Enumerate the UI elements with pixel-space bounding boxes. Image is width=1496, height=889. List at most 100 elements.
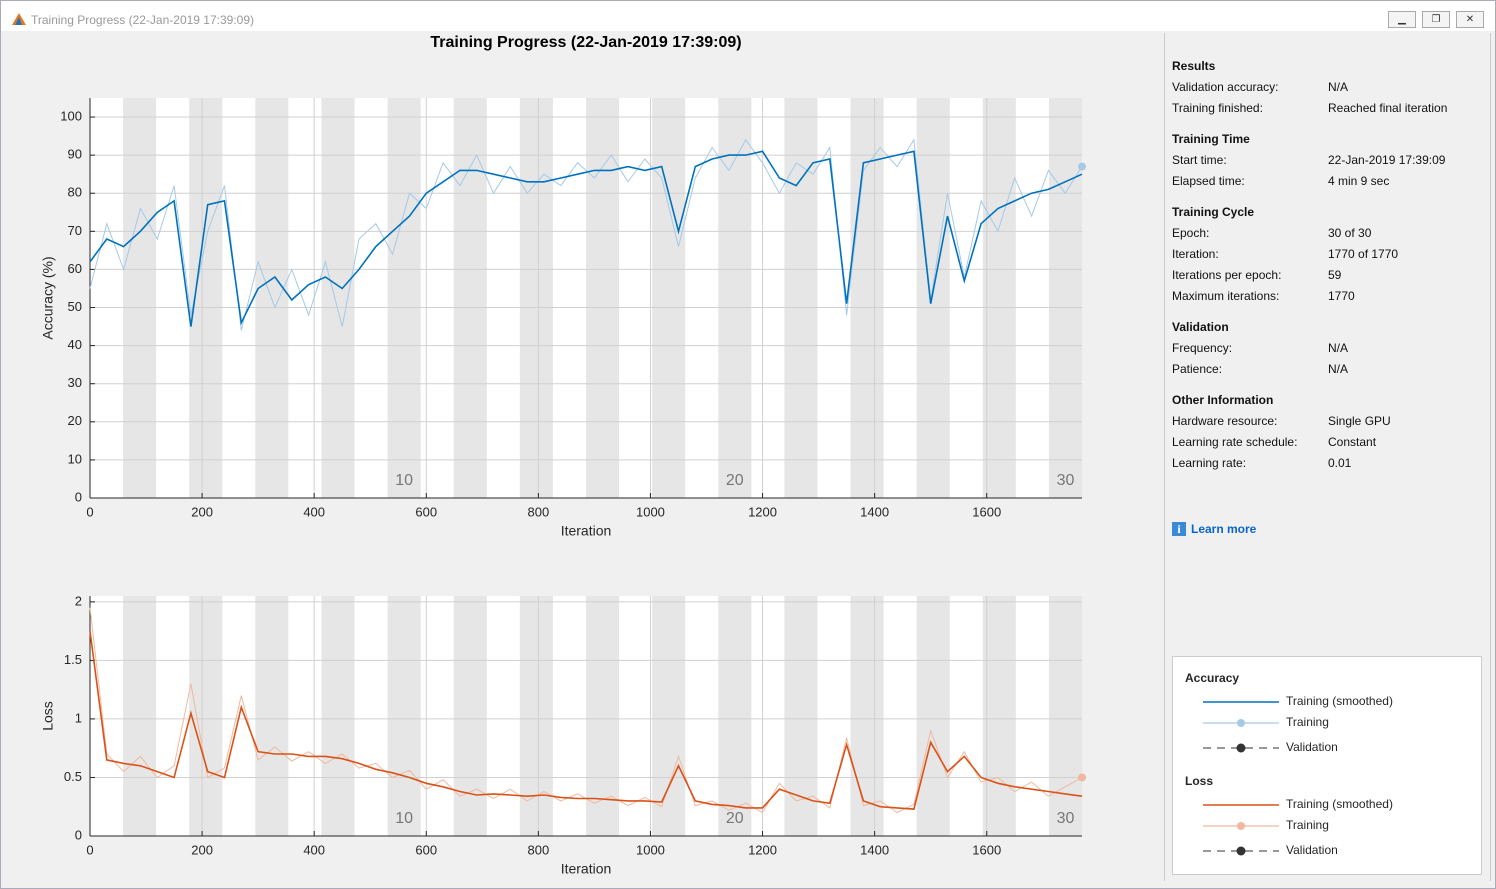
epoch-band xyxy=(718,98,752,498)
legend-entry: Validation xyxy=(1286,843,1338,857)
epoch-label: 10 xyxy=(395,472,413,489)
x-tick-label: 400 xyxy=(303,842,325,857)
epoch-band xyxy=(586,98,620,498)
x-tick-label: 0 xyxy=(86,842,93,857)
epoch-band xyxy=(123,596,157,836)
x-tick-label: 1400 xyxy=(860,504,889,519)
x-tick-label: 600 xyxy=(415,504,437,519)
info-label: Frequency: xyxy=(1172,341,1233,355)
info-label: Start time: xyxy=(1172,153,1227,167)
epoch-label: 30 xyxy=(1057,472,1075,489)
epoch-band xyxy=(453,596,487,836)
window-title: Training Progress (22-Jan-2019 17:39:09) xyxy=(31,13,255,27)
epoch-band xyxy=(1048,596,1082,836)
restore-button[interactable]: ❐ xyxy=(1422,11,1450,28)
info-value: Single GPU xyxy=(1328,414,1391,428)
info-label: Elapsed time: xyxy=(1172,174,1245,188)
y-tick-label: 2 xyxy=(75,593,82,608)
epoch-band xyxy=(916,98,950,498)
info-label: Learning rate: xyxy=(1172,456,1247,470)
epoch-band xyxy=(255,596,289,836)
minimize-button[interactable]: ▁ xyxy=(1388,11,1416,28)
epoch-band xyxy=(387,596,421,836)
info-label: Validation accuracy: xyxy=(1172,80,1279,94)
info-value: Reached final iteration xyxy=(1328,101,1448,115)
legend-box: Accuracy Training (smoothed) Training Valid… xyxy=(1172,656,1482,875)
info-label: Patience: xyxy=(1172,362,1223,376)
legend-marker xyxy=(1236,743,1246,753)
learn-more-link[interactable]: i Learn more xyxy=(1172,522,1256,536)
legend-marker xyxy=(1236,846,1246,856)
y-tick-label: 80 xyxy=(68,185,82,200)
final-point xyxy=(1078,162,1086,171)
x-tick-label: 1000 xyxy=(636,842,665,857)
y-tick-label: 0.5 xyxy=(64,769,82,784)
y-tick-label: 0 xyxy=(75,489,82,504)
y-tick-label: 20 xyxy=(68,413,82,428)
epoch-band xyxy=(718,596,752,836)
epoch-label: 20 xyxy=(726,472,744,489)
epoch-band xyxy=(916,596,950,836)
y-tick-label: 0 xyxy=(75,827,82,842)
y-tick-label: 70 xyxy=(68,223,82,238)
series-line xyxy=(89,150,1083,327)
info-label: Iteration: xyxy=(1172,247,1219,261)
legend-entry: Validation xyxy=(1286,740,1338,754)
epoch-band xyxy=(1048,98,1082,498)
final-point xyxy=(1078,773,1086,782)
info-label: Iterations per epoch: xyxy=(1172,268,1282,282)
learn-more-text[interactable]: Learn more xyxy=(1191,522,1257,536)
epoch-band xyxy=(850,596,884,836)
info-value: 30 of 30 xyxy=(1328,226,1372,240)
y-tick-label: 1.5 xyxy=(64,652,82,667)
x-axis-label: Iteration xyxy=(561,861,612,877)
section-title: Validation xyxy=(1172,320,1229,334)
info-value: N/A xyxy=(1328,362,1349,376)
epoch-label: 10 xyxy=(395,810,413,827)
series-line xyxy=(89,138,1083,331)
epoch-band xyxy=(519,98,553,498)
close-button[interactable]: ✕ xyxy=(1456,11,1484,28)
y-axis-label: Loss xyxy=(40,701,56,731)
epoch-band xyxy=(453,98,487,498)
info-label: Epoch: xyxy=(1172,226,1210,240)
y-tick-label: 100 xyxy=(60,108,82,123)
x-tick-label: 200 xyxy=(191,842,213,857)
y-tick-label: 1 xyxy=(75,710,82,725)
legend-marker xyxy=(1237,719,1245,727)
legend-entry: Training (smoothed) xyxy=(1286,797,1393,811)
epoch-band xyxy=(189,596,223,836)
info-value: N/A xyxy=(1328,341,1349,355)
info-value: 0.01 xyxy=(1328,456,1352,470)
section-title: Training Time xyxy=(1172,132,1250,146)
x-tick-label: 0 xyxy=(86,504,93,519)
info-value: 1770 of 1770 xyxy=(1328,247,1399,261)
y-tick-label: 90 xyxy=(68,147,82,162)
legend-title: Loss xyxy=(1185,774,1213,788)
y-tick-label: 30 xyxy=(68,375,82,390)
y-axis-label: Accuracy (%) xyxy=(40,256,56,339)
legend-title: Accuracy xyxy=(1185,671,1239,685)
epoch-band xyxy=(586,596,620,836)
x-tick-label: 1600 xyxy=(972,504,1001,519)
title-bar: Training Progress (22-Jan-2019 17:39:09)… xyxy=(1,1,1495,31)
info-value: 1770 xyxy=(1328,289,1355,303)
info-value: 22-Jan-2019 17:39:09 xyxy=(1328,153,1446,167)
epoch-band xyxy=(321,98,355,498)
info-label: Hardware resource: xyxy=(1172,414,1278,428)
section-title: Results xyxy=(1172,59,1216,73)
info-label: Maximum iterations: xyxy=(1172,289,1280,303)
legend-entry: Training xyxy=(1286,818,1329,832)
epoch-band xyxy=(123,98,157,498)
y-tick-label: 10 xyxy=(68,451,82,466)
x-tick-label: 200 xyxy=(191,504,213,519)
y-tick-label: 40 xyxy=(68,337,82,352)
x-tick-label: 800 xyxy=(528,842,550,857)
x-tick-label: 1400 xyxy=(860,842,889,857)
series-line xyxy=(89,630,1083,810)
x-tick-label: 1000 xyxy=(636,504,665,519)
legend-entry: Training xyxy=(1286,715,1329,729)
info-value: Constant xyxy=(1328,435,1377,449)
x-tick-label: 1200 xyxy=(748,842,777,857)
